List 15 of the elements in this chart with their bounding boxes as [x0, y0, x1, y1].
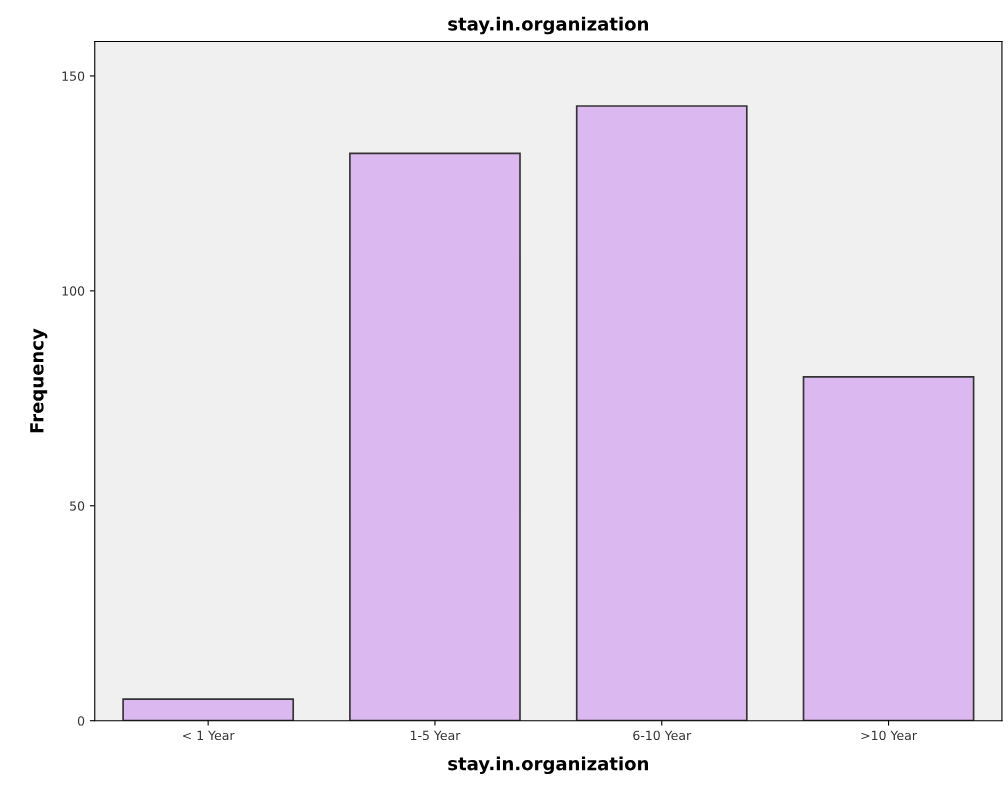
x-tick-label: < 1 Year	[183, 730, 235, 741]
x-tick-label: 1-5 Year	[410, 730, 461, 741]
x-tick-label: 6-10 Year	[633, 730, 692, 741]
y-axis-title: Frequency	[30, 328, 48, 433]
y-tick-label: 150	[62, 71, 85, 81]
bar	[802, 375, 975, 721]
chart-title: stay.in.organization	[448, 16, 648, 35]
x-axis-title: stay.in.organization	[448, 756, 648, 775]
x-tick-label: >10 Year	[861, 730, 917, 741]
bar	[575, 105, 748, 721]
y-tick-label: 50	[70, 501, 85, 511]
bar	[349, 152, 521, 721]
bar	[122, 698, 295, 721]
y-tick-label: 100	[62, 286, 85, 296]
y-tick-label: 0	[77, 716, 85, 726]
